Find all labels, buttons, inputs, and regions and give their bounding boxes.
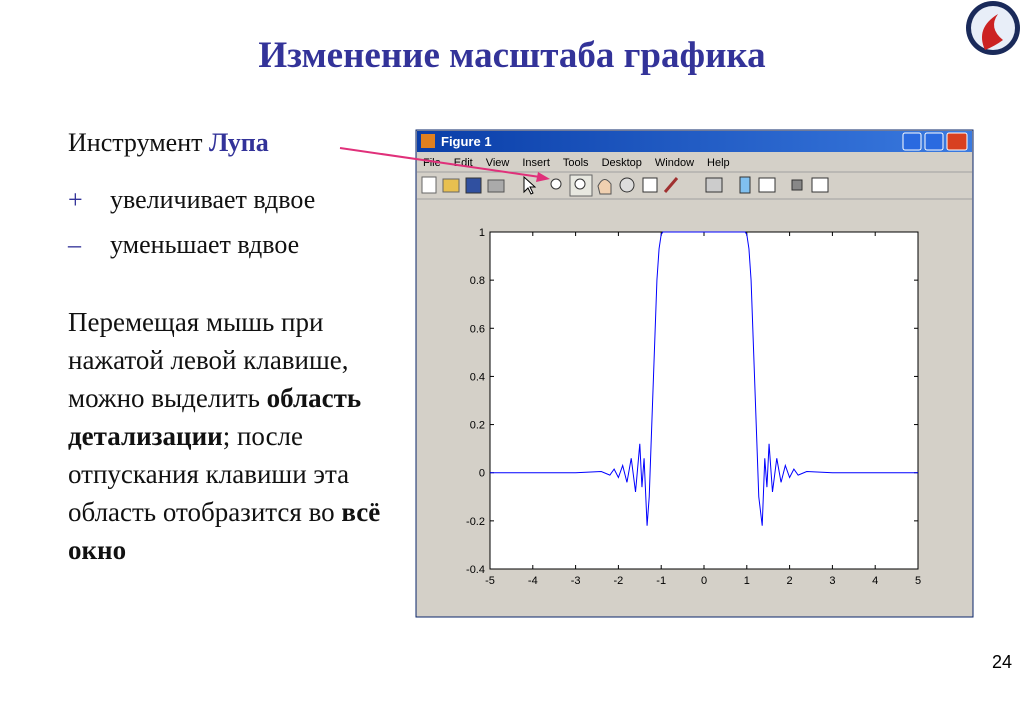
tool-show[interactable] — [811, 177, 829, 193]
close-button[interactable] — [946, 132, 968, 151]
tool-new[interactable] — [421, 176, 437, 194]
y-tick-label: 0.8 — [470, 275, 485, 287]
paragraph-run: всё окно — [68, 497, 381, 565]
menu-item[interactable]: Desktop — [602, 157, 642, 169]
y-tick-label: 0 — [479, 468, 485, 480]
x-tick-label: -3 — [571, 575, 581, 587]
tool-open[interactable] — [442, 178, 460, 193]
y-tick-label: -0.2 — [466, 516, 485, 528]
tool-pointer[interactable] — [523, 175, 537, 195]
tool-hide[interactable] — [791, 179, 803, 191]
tool-line: Инструмент Лупа — [68, 128, 269, 158]
menu-item[interactable]: Help — [707, 157, 730, 169]
paragraph: Перемещая мышь при нажатой левой клавише… — [68, 303, 418, 569]
minimize-button[interactable] — [902, 132, 922, 151]
y-tick-label: 0.6 — [470, 323, 485, 335]
menu-item[interactable]: Edit — [454, 157, 473, 169]
paragraph-run: Перемещая мышь при нажатой левой клавише… — [68, 307, 349, 413]
paragraph-run: область детализации — [68, 383, 362, 451]
window-icon — [421, 134, 435, 148]
x-tick-label: -2 — [614, 575, 624, 587]
paragraph-run: ; после отпускания клавиши эта область о… — [68, 421, 350, 527]
x-tick-label: -1 — [656, 575, 666, 587]
y-tick-label: 0.4 — [470, 371, 485, 383]
y-tick-label: 0.2 — [470, 420, 485, 432]
axes — [489, 231, 919, 570]
window-title: Figure 1 — [441, 134, 492, 149]
item-sign: + — [68, 185, 83, 214]
tool-text: Инструмент — [68, 128, 203, 157]
menu-item[interactable]: Insert — [522, 157, 550, 169]
x-tick-label: 0 — [701, 575, 707, 587]
tool-name: Лупа — [209, 128, 269, 157]
tool-print[interactable] — [487, 179, 505, 193]
item-text: уменьшает вдвое — [110, 230, 300, 259]
x-tick-label: 3 — [829, 575, 835, 587]
tool-datacursor[interactable] — [642, 177, 658, 193]
toolbar — [421, 174, 829, 197]
x-tick-label: 5 — [915, 575, 921, 587]
tool-legend[interactable] — [758, 177, 776, 193]
tool-colorbar[interactable] — [739, 176, 751, 194]
data-line — [490, 231, 918, 526]
tool-rotate[interactable] — [619, 177, 635, 193]
menu-item[interactable]: View — [486, 157, 510, 169]
slide-title: Изменение масштаба графика — [258, 35, 766, 76]
page-number: 24 — [991, 652, 1012, 672]
logo — [966, 1, 1020, 55]
tool-link[interactable] — [705, 177, 723, 193]
x-tick-label: -4 — [528, 575, 538, 587]
tool-save[interactable] — [465, 177, 482, 194]
x-tick-label: -5 — [485, 575, 495, 587]
menu-bar: File Edit View Insert Tools Desktop Window Help — [423, 157, 730, 169]
y-tick-label: 1 — [479, 227, 485, 239]
x-tick-label: 1 — [744, 575, 750, 587]
y-tick-label: -0.4 — [466, 564, 485, 576]
item: + увеличивает вдвое — [68, 185, 315, 215]
menu-item[interactable]: File — [423, 157, 441, 169]
maximize-button[interactable] — [924, 132, 944, 151]
item: – уменьшает вдвое — [68, 230, 299, 260]
item-text: увеличивает вдвое — [110, 185, 316, 214]
tool-zoom-out[interactable] — [574, 178, 586, 190]
menu-item[interactable]: Tools — [563, 157, 589, 169]
tool-pan[interactable] — [597, 179, 612, 195]
x-tick-label: 4 — [872, 575, 878, 587]
title-bar — [417, 131, 972, 152]
x-tick-label: 2 — [787, 575, 793, 587]
tool-brush[interactable] — [663, 177, 679, 193]
item-sign: – — [68, 230, 81, 259]
plot: -5 -4 -3 -2 -1 0 1 2 3 4 5 -0.4 -0.2 0 0.2 0.4 0.6 0.8 1 — [466, 227, 921, 587]
tool-zoom-in[interactable] — [550, 178, 562, 190]
menu-item[interactable]: Window — [655, 157, 694, 169]
